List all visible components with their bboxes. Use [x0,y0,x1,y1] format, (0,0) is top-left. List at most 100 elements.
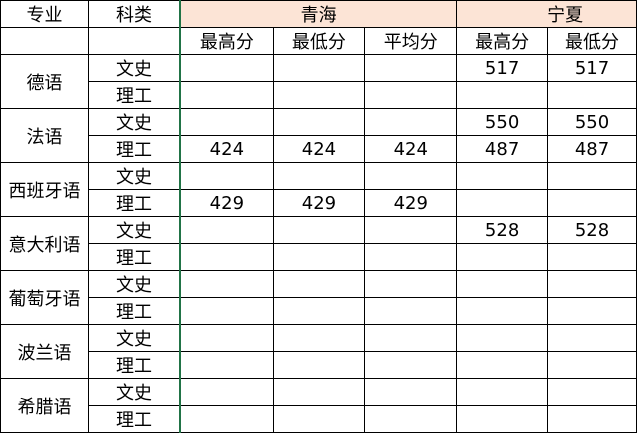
score-cell[interactable] [547,378,637,406]
score-cell[interactable] [364,162,458,190]
header-col-min[interactable]: 最低分 [272,27,366,55]
score-cell[interactable] [364,405,458,433]
score-cell[interactable] [456,351,549,379]
header-province-ningxia[interactable]: 宁夏 [456,0,637,28]
score-cell[interactable] [547,270,637,298]
header-category[interactable]: 科类 [87,0,181,28]
category-cell[interactable]: 文史 [87,324,181,352]
category-cell[interactable]: 文史 [87,162,181,190]
header-major[interactable]: 专业 [0,0,89,28]
score-cell[interactable] [179,81,274,109]
major-cell[interactable]: 波兰语 [0,324,89,379]
score-cell[interactable]: 550 [456,108,549,136]
score-cell[interactable]: 517 [547,54,637,82]
score-cell[interactable]: 429 [272,189,366,217]
score-cell[interactable] [456,243,549,271]
major-cell[interactable]: 德语 [0,54,89,109]
major-cell[interactable]: 法语 [0,108,89,163]
score-cell[interactable] [456,378,549,406]
score-cell[interactable] [179,108,274,136]
score-cell[interactable]: 528 [456,216,549,244]
category-cell[interactable]: 文史 [87,54,181,82]
score-cell[interactable] [364,243,458,271]
score-cell[interactable] [179,405,274,433]
major-cell[interactable]: 希腊语 [0,378,89,433]
score-cell[interactable] [272,162,366,190]
score-cell[interactable] [364,270,458,298]
score-cell[interactable] [272,351,366,379]
score-cell[interactable] [179,243,274,271]
score-cell[interactable] [456,81,549,109]
score-cell[interactable] [364,378,458,406]
score-cell[interactable]: 517 [456,54,549,82]
score-cell[interactable] [547,189,637,217]
header-col-max[interactable]: 最高分 [456,27,549,55]
score-cell[interactable] [547,351,637,379]
score-cell[interactable] [364,108,458,136]
score-cell[interactable] [547,243,637,271]
score-cell[interactable] [456,270,549,298]
score-cell[interactable]: 487 [456,135,549,163]
score-cell[interactable]: 424 [272,135,366,163]
score-cell[interactable] [456,162,549,190]
score-cell[interactable] [272,270,366,298]
score-cell[interactable] [547,162,637,190]
category-cell[interactable]: 文史 [87,216,181,244]
score-cell[interactable] [179,324,274,352]
score-cell[interactable]: 429 [364,189,458,217]
score-cell[interactable]: 424 [179,135,274,163]
category-cell[interactable]: 理工 [87,405,181,433]
category-cell[interactable]: 理工 [87,189,181,217]
score-cell[interactable] [272,378,366,406]
score-cell[interactable] [179,270,274,298]
score-cell[interactable]: 528 [547,216,637,244]
score-cell[interactable]: 424 [364,135,458,163]
header-col-max[interactable]: 最高分 [179,27,274,55]
score-cell[interactable] [272,297,366,325]
score-cell[interactable] [456,405,549,433]
header-province-qinghai[interactable]: 青海 [179,0,458,28]
score-cell[interactable] [547,324,637,352]
score-cell[interactable] [364,324,458,352]
score-cell[interactable]: 429 [179,189,274,217]
score-cell[interactable] [272,324,366,352]
major-cell[interactable]: 意大利语 [0,216,89,271]
score-cell[interactable] [547,405,637,433]
category-cell[interactable]: 理工 [87,297,181,325]
category-cell[interactable]: 理工 [87,351,181,379]
score-cell[interactable] [272,216,366,244]
score-cell[interactable] [364,54,458,82]
score-cell[interactable] [272,405,366,433]
category-cell[interactable]: 文史 [87,378,181,406]
score-cell[interactable] [179,162,274,190]
header-col-avg[interactable]: 平均分 [364,27,458,55]
score-cell[interactable] [272,108,366,136]
score-cell[interactable] [179,297,274,325]
score-cell[interactable] [179,216,274,244]
score-cell[interactable]: 550 [547,108,637,136]
header-blank[interactable] [87,27,181,55]
score-cell[interactable] [179,54,274,82]
score-cell[interactable] [364,216,458,244]
category-cell[interactable]: 理工 [87,81,181,109]
category-cell[interactable]: 理工 [87,135,181,163]
header-blank[interactable] [0,27,89,55]
score-cell[interactable] [456,324,549,352]
score-cell[interactable] [364,351,458,379]
score-cell[interactable] [456,297,549,325]
score-cell[interactable] [179,378,274,406]
header-col-min[interactable]: 最低分 [547,27,637,55]
score-cell[interactable] [364,297,458,325]
category-cell[interactable]: 理工 [87,243,181,271]
major-cell[interactable]: 西班牙语 [0,162,89,217]
major-cell[interactable]: 葡萄牙语 [0,270,89,325]
score-cell[interactable] [272,54,366,82]
score-cell[interactable] [179,351,274,379]
score-cell[interactable] [456,189,549,217]
score-cell[interactable] [547,297,637,325]
score-cell[interactable] [272,81,366,109]
score-cell[interactable] [364,81,458,109]
category-cell[interactable]: 文史 [87,108,181,136]
score-cell[interactable] [547,81,637,109]
score-cell[interactable] [272,243,366,271]
